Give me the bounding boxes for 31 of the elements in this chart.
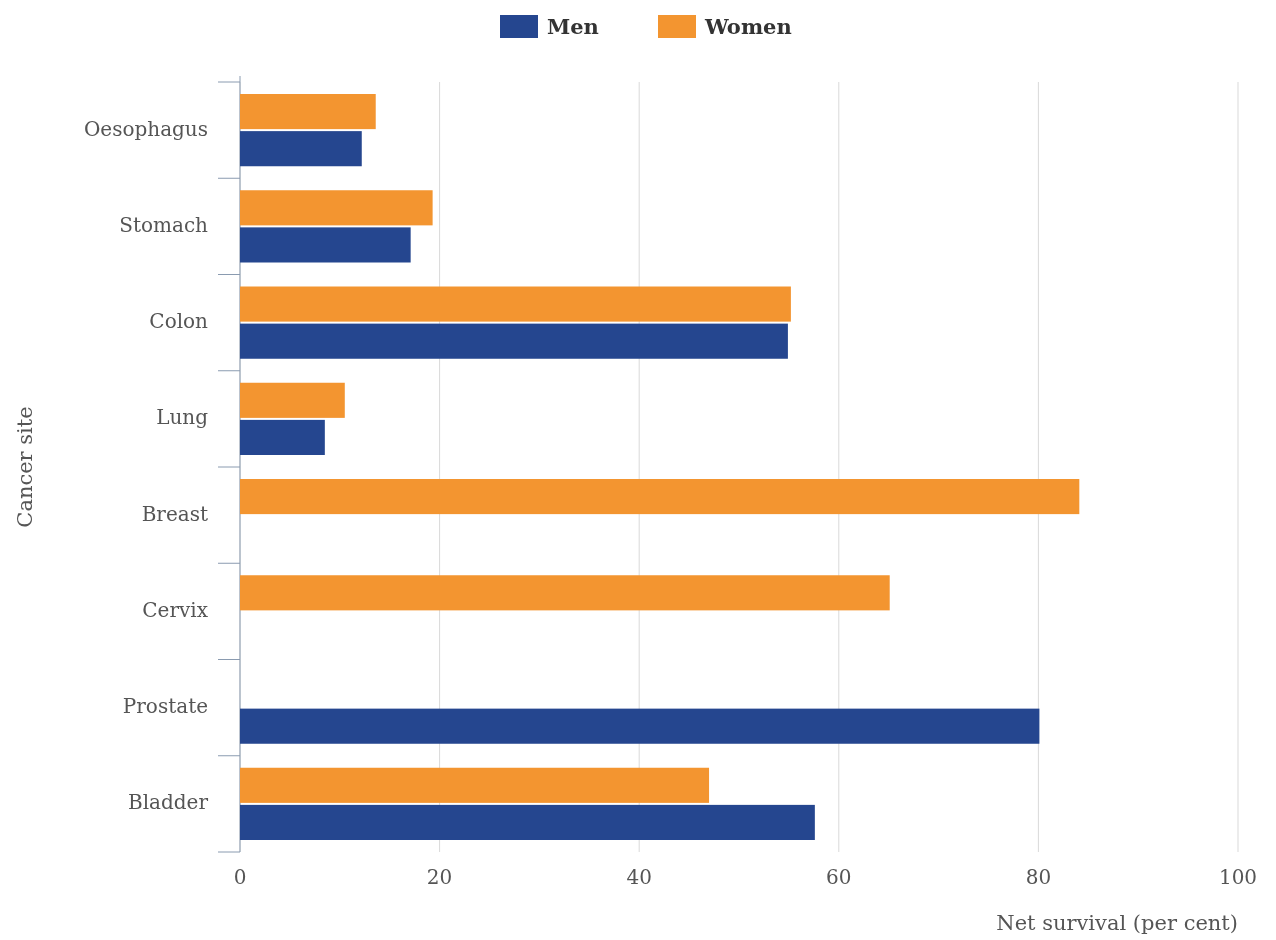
bar	[240, 94, 376, 130]
bar	[240, 479, 1080, 515]
y-tick-label: Colon	[149, 309, 209, 334]
bar	[240, 382, 345, 418]
x-tick-label: 20	[426, 865, 453, 889]
y-tick-label: Prostate	[122, 694, 208, 719]
y-tick-label: Stomach	[119, 212, 209, 237]
bar	[240, 767, 710, 803]
legend-label: Women	[704, 14, 792, 39]
bar	[240, 286, 791, 322]
y-tick-label: Bladder	[127, 790, 209, 815]
y-tick-label: Breast	[141, 501, 208, 526]
y-tick-label: Lung	[156, 405, 209, 430]
bar	[240, 190, 433, 226]
x-tick-label: 0	[233, 865, 247, 889]
bar	[240, 708, 1040, 744]
y-tick-label: Cervix	[142, 597, 209, 622]
x-tick-label: 40	[626, 865, 652, 889]
x-tick-label: 60	[826, 865, 852, 889]
bar	[240, 323, 788, 359]
bar	[240, 227, 411, 263]
bar	[240, 575, 890, 611]
bar	[240, 804, 815, 840]
legend-label: Men	[547, 14, 599, 39]
bar	[240, 131, 362, 167]
bar	[240, 419, 325, 455]
x-tick-label: 100	[1218, 865, 1258, 889]
y-axis-title: Cancer site	[13, 406, 37, 528]
x-tick-label: 80	[1025, 865, 1052, 889]
y-tick-label: Oesophagus	[83, 116, 208, 141]
x-axis-title: Net survival (per cent)	[996, 911, 1238, 935]
